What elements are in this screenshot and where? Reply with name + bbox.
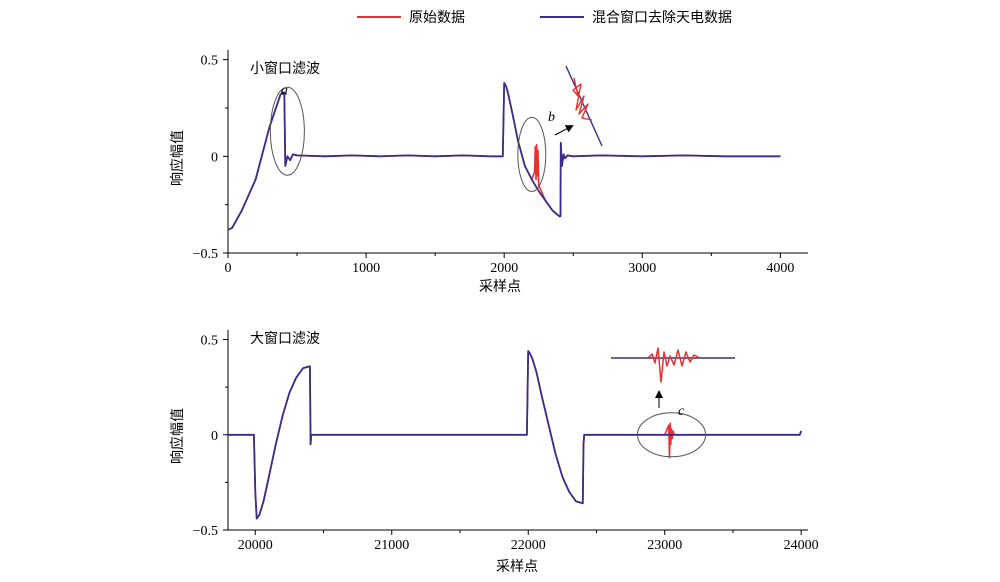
y-axis-title-bottom: 响应幅值 (169, 408, 186, 464)
annotation-label-b: b (548, 110, 555, 125)
y-tick-label: 0.5 (201, 334, 219, 349)
x-tick-label: 2000 (490, 261, 518, 276)
annotation-ellipse-b (517, 116, 547, 192)
y-tick-label: 0 (211, 150, 218, 165)
series-line-filtered (227, 82, 781, 231)
y-tick-label: −0.5 (193, 247, 218, 262)
x-tick-label: 3000 (628, 261, 656, 276)
annotation-label-a: a (281, 84, 288, 99)
y-tick-label: 0.5 (201, 54, 219, 69)
y-axis-title-top: 响应幅值 (169, 130, 186, 186)
inset-b-raw (572, 77, 593, 121)
legend: 原始数据 混合窗口去除天电数据 (357, 9, 732, 26)
x-tick-label: 21000 (374, 538, 409, 553)
x-tick-label: 24000 (784, 538, 819, 553)
annotation-label-c: c (678, 404, 685, 419)
x-tick-label: 4000 (766, 261, 794, 276)
inset-c-raw (647, 347, 701, 383)
panel-title-large-window: 大窗口滤波 (250, 330, 320, 347)
legend-label-filtered: 混合窗口去除天电数据 (592, 9, 732, 26)
x-axis-title-bottom: 采样点 (496, 559, 538, 575)
chart-panel-large-window: 大窗口滤波 响应幅值 采样点 20000 21000 22000 23000 24000… (169, 330, 819, 575)
inset-b-filtered (565, 65, 603, 147)
x-axis-title-top: 采样点 (479, 279, 521, 295)
chart-panel-small-window: 小窗口滤波 响应幅值 采样点 0 1000 2000 3000 4000 0.5 0 −0.5… (169, 50, 808, 295)
y-axis-title-text-bottom: 响应幅值 (169, 408, 186, 464)
panel-title-small-window: 小窗口滤波 (250, 60, 320, 77)
legend-label-raw: 原始数据 (409, 10, 465, 26)
y-axis-title-text-top: 响应幅值 (169, 130, 186, 186)
annotation-ellipse-a (269, 86, 305, 176)
annotation-arrow-b (554, 125, 574, 136)
x-tick-label: 0 (225, 261, 232, 276)
x-tick-label: 22000 (511, 538, 546, 553)
y-tick-label: 0 (211, 429, 218, 444)
annotation-ellipse-c (637, 412, 707, 458)
x-tick-label: 23000 (647, 538, 682, 553)
x-tick-label: 20000 (238, 538, 273, 553)
series-line-filtered (228, 350, 803, 520)
x-tick-label: 1000 (352, 261, 380, 276)
y-tick-label: −0.5 (193, 524, 218, 539)
